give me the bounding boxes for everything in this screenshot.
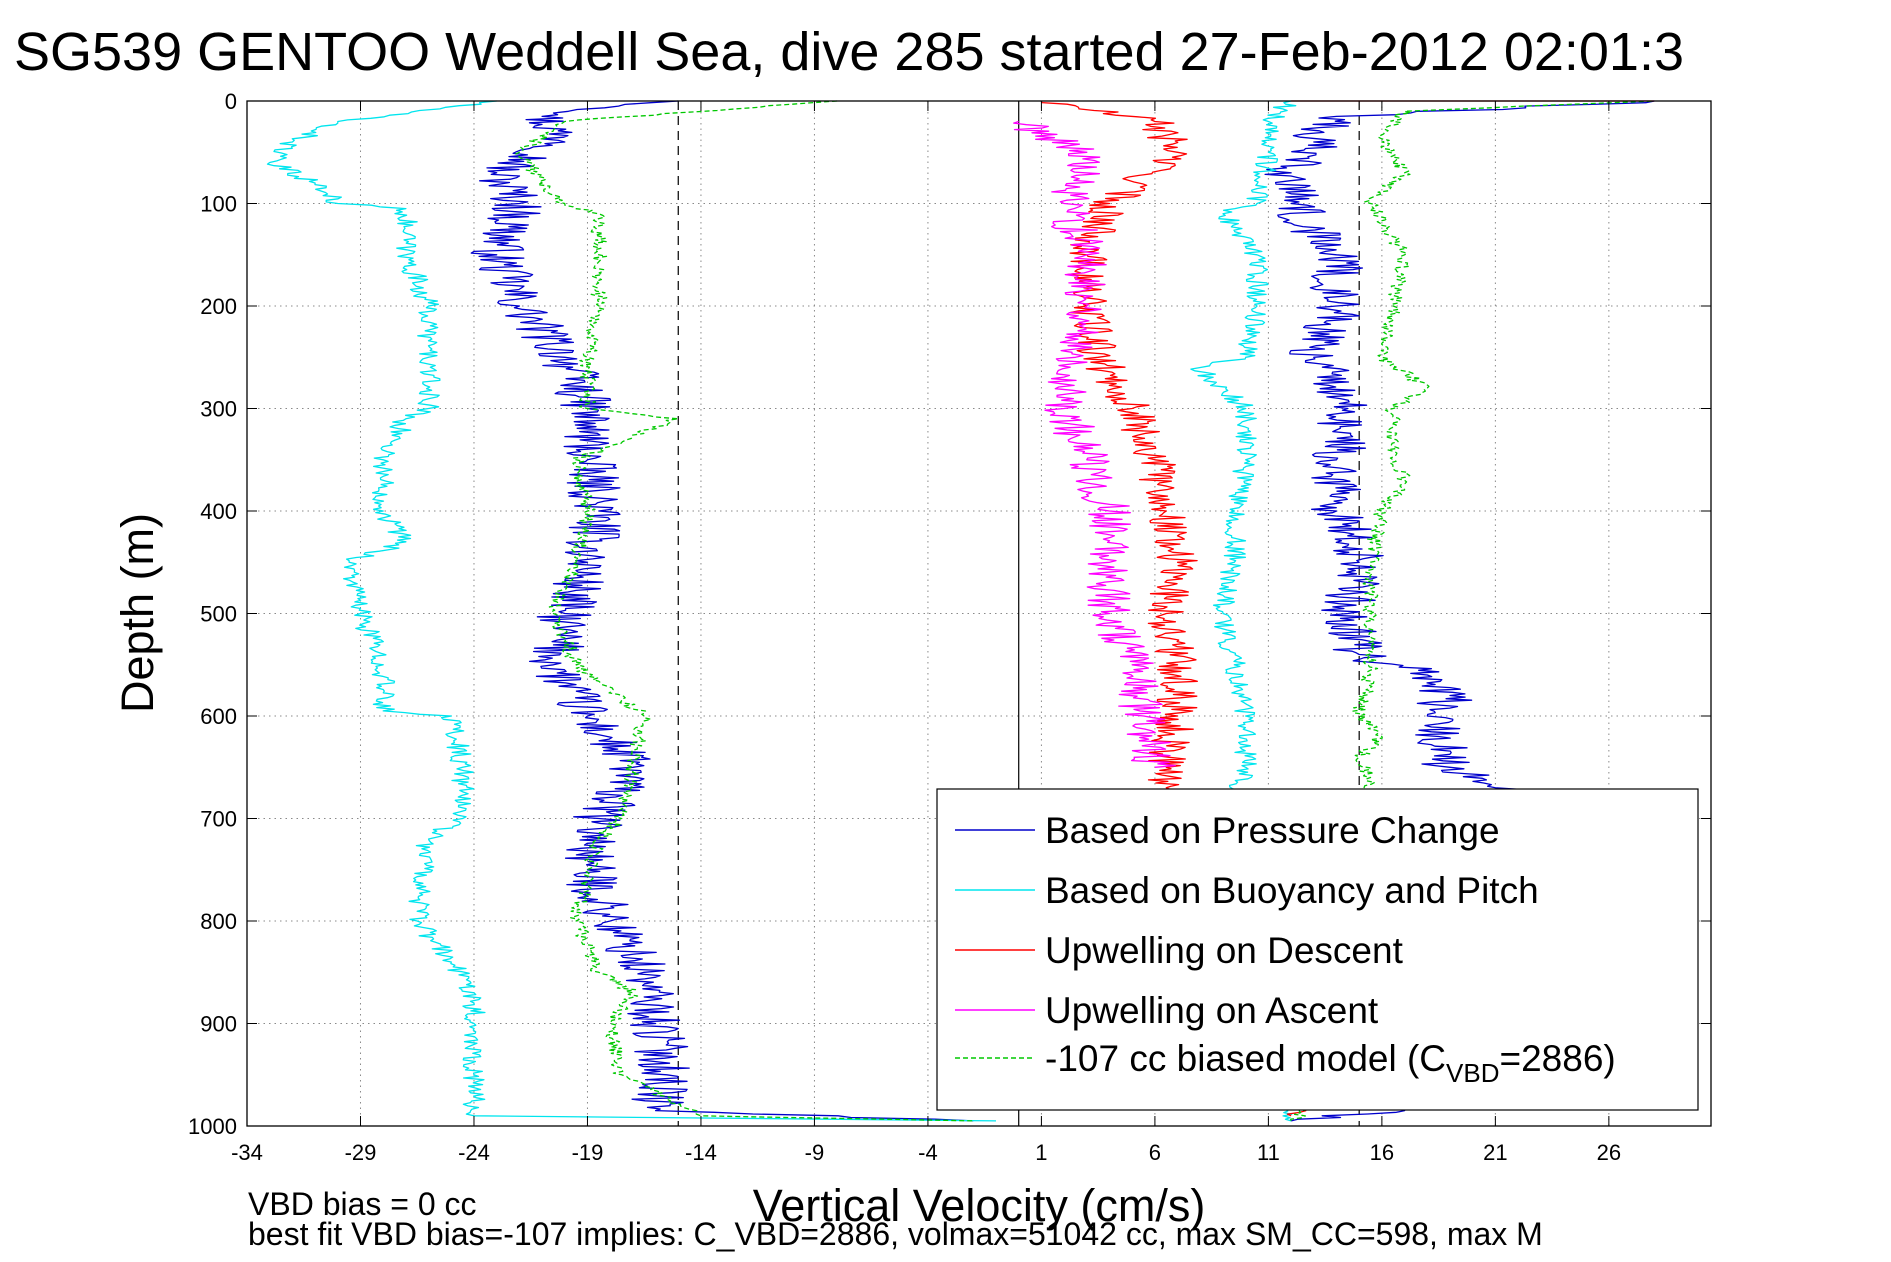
series-line bbox=[1013, 120, 1176, 768]
y-tick-label: 200 bbox=[200, 294, 237, 319]
legend-label: Upwelling on Descent bbox=[1045, 930, 1404, 971]
data-series bbox=[266, 100, 1655, 1122]
chart-title: SG539 GENTOO Weddell Sea, dive 285 start… bbox=[14, 22, 1684, 82]
x-tick-label: -4 bbox=[918, 1140, 938, 1165]
legend-box bbox=[936, 788, 1699, 1111]
x-tick-label: -14 bbox=[685, 1140, 717, 1165]
y-tick-label: 0 bbox=[225, 89, 237, 114]
x-tick-label: -19 bbox=[572, 1140, 604, 1165]
x-tick-label: -34 bbox=[231, 1140, 263, 1165]
legend-label-tail: =2886) bbox=[1500, 1038, 1616, 1079]
footer-line-best-fit: best fit VBD bias=-107 implies: C_VBD=28… bbox=[248, 1216, 1543, 1252]
y-tick-label: 500 bbox=[200, 602, 237, 627]
x-axis-label: Vertical Velocity (cm/s) bbox=[753, 1180, 1206, 1231]
series-line bbox=[515, 100, 974, 1122]
x-tick-label: 11 bbox=[1257, 1140, 1280, 1165]
y-tick-label: 600 bbox=[200, 704, 237, 729]
y-tick-label: 800 bbox=[200, 909, 237, 934]
series-line bbox=[266, 100, 997, 1122]
legend: Based on Pressure Change Based on Buoyanc… bbox=[936, 788, 1699, 1111]
y-tick-label: 100 bbox=[200, 192, 237, 217]
x-tick-label: 1 bbox=[1035, 1140, 1047, 1165]
legend-label: Based on Buoyancy and Pitch bbox=[1045, 870, 1539, 911]
x-tick-label: 26 bbox=[1597, 1140, 1621, 1165]
x-tick-label: -24 bbox=[458, 1140, 490, 1165]
x-axis-ticks: -34 -29 -24 -19 -14 -9 -4 1 6 11 16 21 26 bbox=[231, 101, 1621, 1165]
y-tick-label: 900 bbox=[200, 1012, 237, 1037]
x-tick-label: 6 bbox=[1149, 1140, 1161, 1165]
legend-label-subscript: VBD bbox=[1446, 1058, 1499, 1088]
legend-label: Based on Pressure Change bbox=[1045, 810, 1500, 851]
y-axis-ticks: 0 100 200 300 400 500 600 700 800 900 1000 bbox=[188, 89, 1711, 1139]
footer-line-vbd-bias: VBD bias = 0 cc bbox=[248, 1186, 477, 1222]
y-tick-label: 300 bbox=[200, 397, 237, 422]
series-line bbox=[470, 100, 974, 1122]
x-tick-label: 21 bbox=[1483, 1140, 1507, 1165]
legend-label: Upwelling on Ascent bbox=[1045, 990, 1379, 1031]
x-tick-label: 16 bbox=[1370, 1140, 1394, 1165]
y-tick-label: 1000 bbox=[188, 1114, 237, 1139]
x-tick-label: -29 bbox=[345, 1140, 377, 1165]
y-tick-label: 700 bbox=[200, 807, 237, 832]
x-tick-label: -9 bbox=[805, 1140, 825, 1165]
y-axis-label: Depth (m) bbox=[112, 513, 163, 713]
y-tick-label: 400 bbox=[200, 499, 237, 524]
